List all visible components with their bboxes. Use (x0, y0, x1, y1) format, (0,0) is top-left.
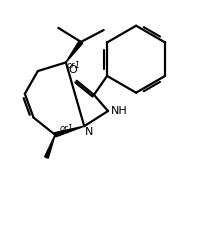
Text: or1: or1 (59, 124, 73, 133)
Text: N: N (85, 127, 93, 137)
Text: O: O (68, 65, 77, 75)
Text: NH: NH (111, 106, 128, 116)
Polygon shape (54, 126, 84, 137)
Polygon shape (45, 135, 55, 158)
Text: or1: or1 (67, 61, 81, 70)
Polygon shape (66, 41, 83, 62)
